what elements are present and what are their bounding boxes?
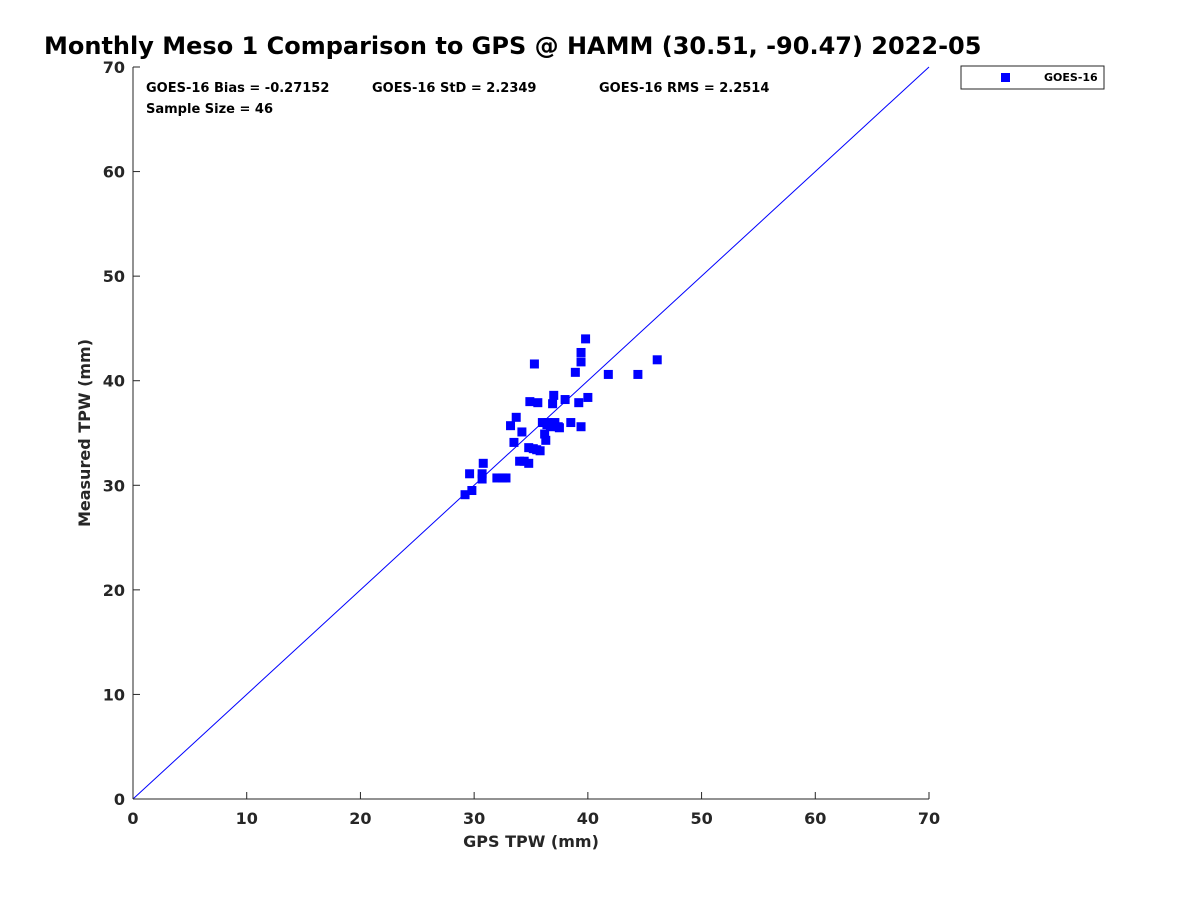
x-tick-label: 0 [127, 809, 138, 828]
data-point [506, 421, 516, 431]
data-point [581, 334, 591, 344]
data-point [576, 422, 586, 432]
x-tick-label: 10 [236, 809, 258, 828]
stat-bias: GOES-16 Bias = -0.27152 [146, 81, 329, 96]
x-tick-label: 50 [690, 809, 712, 828]
data-point [532, 445, 542, 455]
data-point [540, 429, 550, 439]
y-tick-label: 10 [103, 685, 125, 704]
data-point [566, 418, 576, 428]
data-point [533, 398, 543, 408]
data-point [554, 423, 564, 433]
data-point [583, 392, 593, 402]
data-point [652, 355, 662, 365]
data-point [537, 418, 547, 428]
data-point [492, 473, 502, 483]
data-point [465, 469, 475, 479]
data-point [570, 367, 580, 377]
data-point [525, 397, 535, 407]
legend-label: GOES-16 [1044, 71, 1098, 84]
data-point [633, 369, 643, 379]
data-point [478, 458, 488, 468]
data-point [541, 435, 551, 445]
plot-area [132, 66, 930, 800]
y-tick-label: 0 [114, 790, 125, 809]
stat-std: GOES-16 StD = 2.2349 [372, 81, 536, 96]
x-axis-label: GPS TPW (mm) [463, 832, 599, 851]
data-point [542, 420, 552, 430]
y-tick-label: 20 [103, 581, 125, 600]
y-axis: 0 10 20 30 40 50 60 70 [103, 58, 140, 809]
data-point [549, 390, 559, 400]
x-tick-label: 30 [463, 809, 485, 828]
y-tick-label: 70 [103, 58, 125, 77]
data-point [548, 399, 558, 409]
data-point [467, 486, 477, 496]
chart-title: Monthly Meso 1 Comparison to GPS @ HAMM … [44, 32, 981, 60]
data-point [574, 398, 584, 408]
x-tick-label: 60 [804, 809, 826, 828]
stat-rms: GOES-16 RMS = 2.2514 [599, 81, 769, 96]
series-goes-16 [460, 334, 662, 500]
x-tick-label: 70 [918, 809, 940, 828]
data-point [529, 359, 539, 369]
data-point [501, 473, 511, 483]
data-point [460, 490, 470, 500]
data-point [477, 469, 487, 479]
data-point [477, 474, 487, 484]
legend-box [960, 65, 1105, 90]
data-point [517, 427, 527, 437]
x-axis: 0 10 20 30 40 50 60 70 [127, 792, 940, 828]
y-tick-label: 60 [103, 163, 125, 182]
legend: GOES-16 [960, 65, 1105, 90]
data-point [515, 456, 525, 466]
y-tick-label: 50 [103, 267, 125, 286]
data-point [524, 443, 534, 453]
data-point [560, 395, 570, 405]
one-to-one-line [132, 66, 930, 800]
data-point [524, 458, 534, 468]
x-tick-label: 40 [577, 809, 599, 828]
y-axis-label: Measured TPW (mm) [75, 339, 94, 527]
data-point [603, 369, 613, 379]
data-point [576, 347, 586, 357]
data-point [511, 412, 521, 422]
legend-marker [1001, 73, 1010, 82]
data-point [519, 456, 529, 466]
x-tick-label: 20 [349, 809, 371, 828]
y-tick-label: 40 [103, 372, 125, 391]
stat-sample-size: Sample Size = 46 [146, 102, 273, 117]
y-tick-label: 30 [103, 476, 125, 495]
data-point [509, 437, 519, 447]
data-point [576, 357, 586, 367]
